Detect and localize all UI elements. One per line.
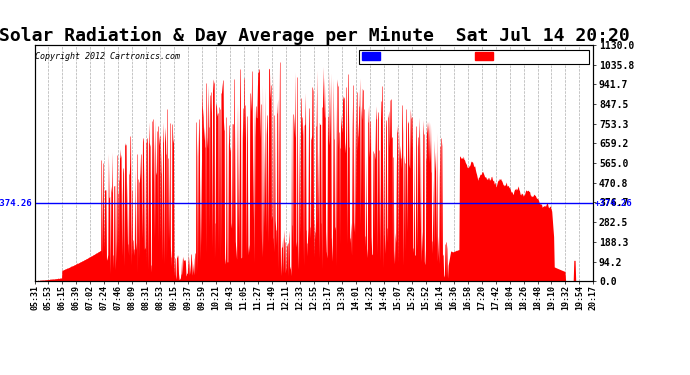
Legend: Median (w/m2), Radiation (w/m2): Median (w/m2), Radiation (w/m2) [359,50,589,64]
Text: +374.26: +374.26 [0,198,32,207]
Text: +374.26: +374.26 [595,198,632,207]
Text: Copyright 2012 Cartronics.com: Copyright 2012 Cartronics.com [35,52,180,61]
Title: Solar Radiation & Day Average per Minute  Sat Jul 14 20:20: Solar Radiation & Day Average per Minute… [0,26,629,45]
